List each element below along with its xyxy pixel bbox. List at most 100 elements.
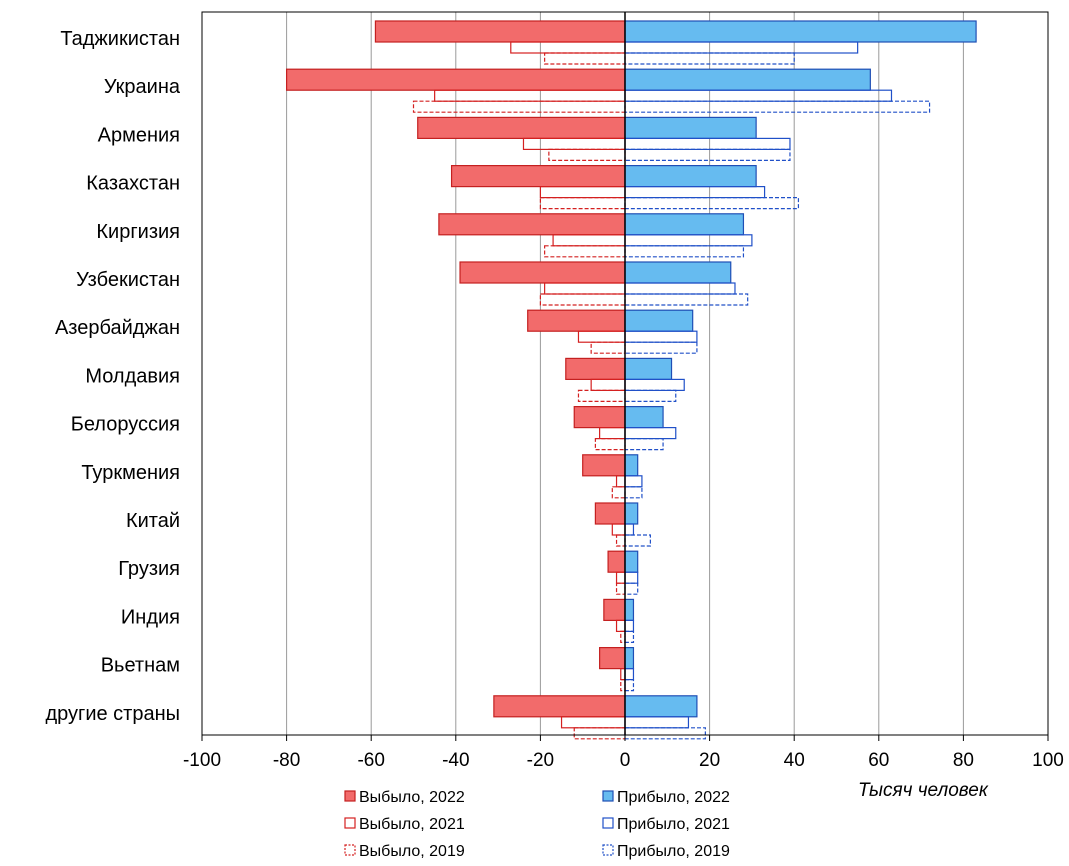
bar-out-1-1: [435, 90, 625, 101]
legend-label: Прибыло, 2022: [617, 789, 730, 806]
bar-out-12-1: [617, 620, 625, 631]
bar-out-8-2: [595, 439, 625, 450]
bars: [287, 21, 976, 739]
bar-in-6-4: [625, 331, 697, 342]
bar-out-4-2: [545, 246, 625, 257]
bar-in-11-5: [625, 583, 638, 594]
bar-out-8-1: [600, 428, 625, 439]
bar-out-1-0: [287, 69, 625, 90]
legend-label: Прибыло, 2021: [617, 816, 730, 833]
bar-in-0-4: [625, 42, 858, 53]
legend-swatch: [345, 845, 355, 855]
x-tick-label: -40: [442, 750, 469, 771]
bar-out-14-2: [574, 728, 625, 739]
category-label: Киргизия: [96, 221, 180, 243]
legend-swatch: [603, 845, 613, 855]
bar-in-6-3: [625, 310, 693, 331]
bar-out-11-2: [617, 583, 625, 594]
bar-out-2-1: [523, 138, 625, 149]
bar-in-12-5: [625, 631, 633, 642]
x-tick-label: -100: [183, 750, 221, 771]
bar-in-2-3: [625, 117, 756, 138]
bar-in-7-4: [625, 379, 684, 390]
legend-label: Выбыло, 2021: [359, 816, 465, 833]
legend: Выбыло, 2022 Выбыло, 2021 Выбыло, 2019 Приб…: [345, 789, 730, 860]
bar-out-4-0: [439, 214, 625, 235]
bar-in-9-5: [625, 487, 642, 498]
bar-in-10-3: [625, 503, 638, 524]
x-tick-label: -80: [273, 750, 300, 771]
bar-in-11-4: [625, 572, 638, 583]
x-tick-label: -60: [357, 750, 384, 771]
category-label: Вьетнам: [101, 655, 180, 677]
bar-in-2-5: [625, 149, 790, 160]
bar-in-12-3: [625, 599, 633, 620]
legend-label: Прибыло, 2019: [617, 843, 730, 860]
bar-in-5-5: [625, 294, 748, 305]
bar-out-10-0: [595, 503, 625, 524]
bar-out-1-2: [414, 101, 626, 112]
bar-out-13-0: [600, 648, 625, 669]
category-labels: Таджикистан Украина Армения Казахстан Киргиз…: [45, 28, 180, 725]
bar-in-7-5: [625, 390, 676, 401]
x-tick-label: 40: [784, 750, 805, 771]
bar-out-4-1: [553, 235, 625, 246]
legend-swatch: [603, 818, 613, 828]
bar-out-7-2: [578, 390, 625, 401]
category-label: Армения: [98, 124, 180, 146]
x-tick-labels: -100 -80 -60 -40 -20 0 20 40 60 80 100: [183, 750, 1064, 771]
bar-out-14-1: [562, 717, 625, 728]
bar-out-0-0: [375, 21, 625, 42]
bar-out-3-0: [452, 166, 625, 187]
bar-in-1-4: [625, 90, 891, 101]
x-tick-label: 80: [953, 750, 974, 771]
bar-out-6-2: [591, 342, 625, 353]
bar-out-5-2: [540, 294, 625, 305]
bar-out-3-1: [540, 187, 625, 198]
bar-out-5-0: [460, 262, 625, 283]
bar-in-3-4: [625, 187, 765, 198]
legend-swatch: [603, 791, 613, 801]
bar-in-14-3: [625, 696, 697, 717]
category-label: другие страны: [45, 703, 180, 725]
bar-in-12-4: [625, 620, 633, 631]
bar-in-13-4: [625, 669, 633, 680]
bar-in-8-4: [625, 428, 676, 439]
category-label: Таджикистан: [60, 28, 180, 50]
bar-in-3-3: [625, 166, 756, 187]
bar-in-10-5: [625, 535, 650, 546]
bar-out-10-2: [617, 535, 625, 546]
bar-in-13-3: [625, 648, 633, 669]
category-label: Грузия: [118, 558, 180, 580]
bar-in-11-3: [625, 551, 638, 572]
x-tick-label: 60: [868, 750, 889, 771]
bar-in-6-5: [625, 342, 697, 353]
bar-in-8-5: [625, 439, 663, 450]
bar-in-4-5: [625, 246, 743, 257]
bar-in-14-4: [625, 717, 688, 728]
axes: [202, 12, 1048, 741]
bar-out-9-1: [617, 476, 625, 487]
bar-in-5-3: [625, 262, 731, 283]
category-label: Казахстан: [86, 173, 180, 195]
bar-out-12-0: [604, 599, 625, 620]
bar-out-11-1: [617, 572, 625, 583]
bar-in-10-4: [625, 524, 633, 535]
legend-label: Выбыло, 2022: [359, 789, 465, 806]
bar-in-9-4: [625, 476, 642, 487]
bar-out-5-1: [545, 283, 625, 294]
bar-out-10-1: [612, 524, 625, 535]
bar-out-2-0: [418, 117, 625, 138]
x-tick-label: 20: [699, 750, 720, 771]
bar-in-8-3: [625, 407, 663, 428]
category-label: Китай: [126, 510, 180, 532]
bar-in-7-3: [625, 358, 672, 379]
bar-in-1-3: [625, 69, 870, 90]
bar-out-0-2: [545, 53, 625, 64]
bar-out-9-2: [612, 487, 625, 498]
bar-out-14-0: [494, 696, 625, 717]
category-label: Украина: [104, 76, 181, 98]
bar-in-0-3: [625, 21, 976, 42]
bar-out-6-1: [578, 331, 625, 342]
